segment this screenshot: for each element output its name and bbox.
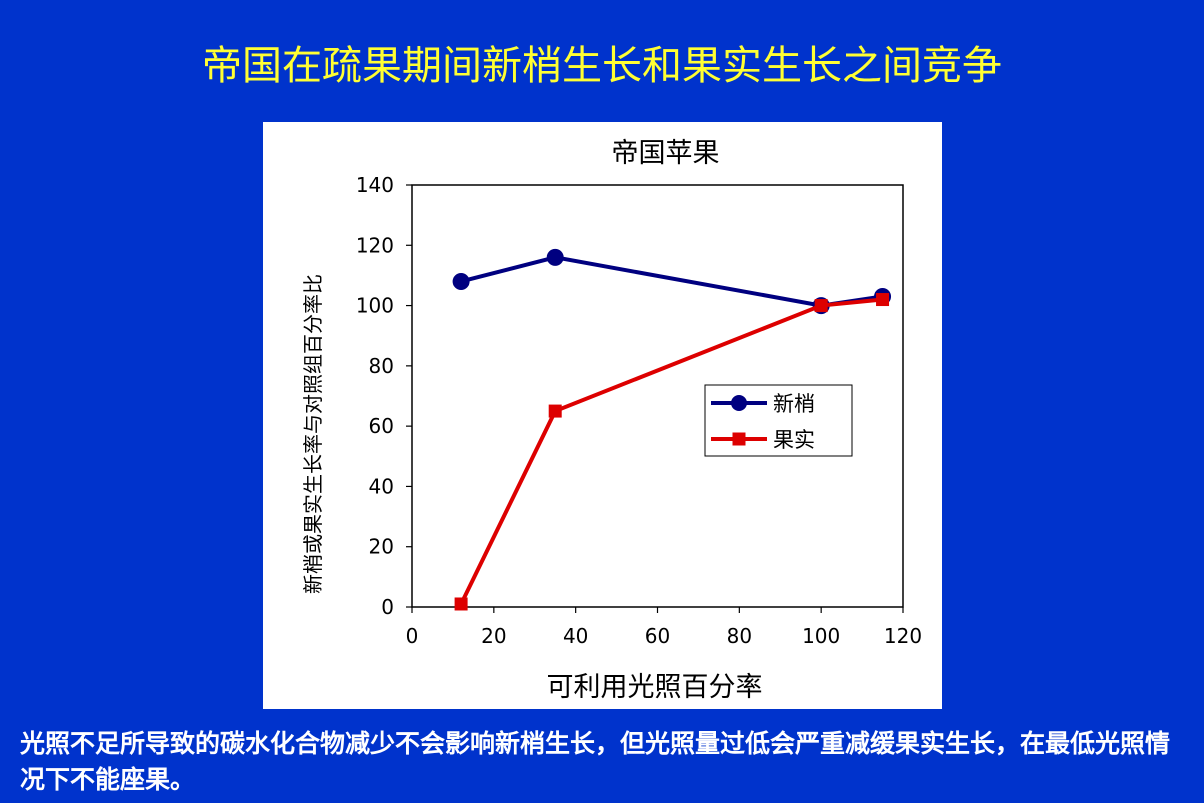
- legend-marker: [731, 395, 747, 411]
- series-line-2: [459, 297, 883, 605]
- y-tick-label: 20: [369, 535, 394, 559]
- y-tick-label: 0: [381, 595, 394, 619]
- series-1-point: [546, 248, 564, 266]
- line-chart: 帝国苹果 0 20 40 60 80 100 120 140 0 20 40 60 80 100 120 可利用…: [301, 138, 922, 703]
- x-tick-label: 60: [645, 624, 670, 648]
- series-2-point: [454, 597, 468, 611]
- chart-title: 帝国苹果: [612, 138, 720, 169]
- x-tick-label: 100: [802, 624, 840, 648]
- x-tick-label: 0: [406, 624, 419, 648]
- legend-marker: [732, 432, 746, 446]
- y-tick-label: 60: [369, 414, 394, 438]
- y-tick-label: 100: [356, 294, 394, 318]
- legend-label: 新梢: [773, 392, 815, 416]
- series-1-point: [452, 272, 470, 290]
- slide-title: 帝国在疏果期间新梢生长和果实生长之间竞争: [202, 43, 1002, 89]
- series-2-point: [814, 299, 828, 313]
- x-tick-label: 40: [563, 624, 588, 648]
- series-2-point: [876, 293, 890, 307]
- chart-panel: 帝国苹果 0 20 40 60 80 100 120 140 0 20 40 60 80 100 120 可利用…: [263, 122, 942, 709]
- x-tick-label: 120: [884, 624, 922, 648]
- y-tick-label: 120: [356, 233, 394, 257]
- y-tick-label: 40: [369, 474, 394, 498]
- x-tick-label: 20: [481, 624, 506, 648]
- y-tick-label: 140: [356, 173, 394, 197]
- legend-label: 果实: [773, 428, 815, 452]
- series-2-point: [548, 404, 562, 418]
- legend-box: [704, 384, 853, 457]
- x-tick-label: 80: [727, 624, 752, 648]
- x-axis-label: 可利用光照百分率: [547, 672, 763, 703]
- y-axis-label: 新梢或果实生长率与对照组百分率比: [301, 274, 325, 594]
- y-tick-label: 80: [369, 354, 394, 378]
- slide-caption: 光照不足所导致的碳水化合物减少不会影响新梢生长，但光照量过低会严重减缓果实生长，…: [20, 729, 1171, 794]
